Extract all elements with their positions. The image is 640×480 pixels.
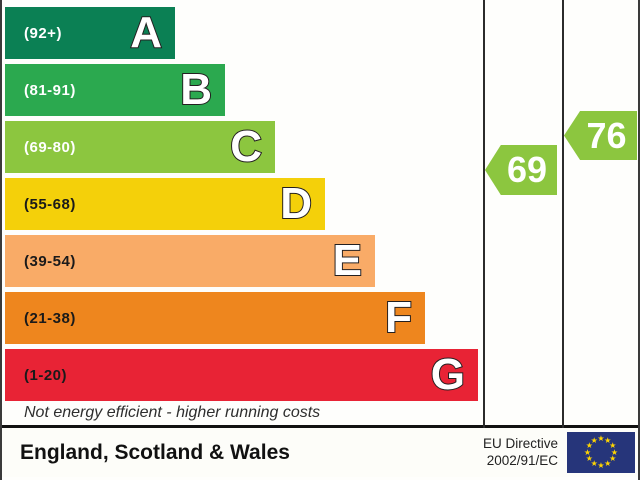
band-a: (92+) A — [5, 7, 175, 59]
band-c-letter: C — [229, 122, 263, 171]
band-g-range-label: (1-20) — [24, 366, 68, 384]
band-b: (81-91) B — [5, 64, 225, 116]
band-g: (1-20) G — [5, 349, 478, 401]
band-c-range-label: (69-80) — [24, 138, 76, 156]
band-a-range-label: (92+) — [24, 24, 62, 42]
band-b-letter: B — [179, 65, 213, 114]
band-d-letter: D — [279, 179, 313, 228]
potential-rating-arrow: 76 — [564, 111, 637, 160]
region-label: England, Scotland & Wales — [20, 440, 290, 464]
eu-directive-line1: EU Directive — [482, 435, 558, 451]
eu-flag-icon: ★ ★ ★ ★ ★ ★ ★ ★ ★ ★ ★ ★ — [567, 432, 635, 473]
current-column-divider — [483, 0, 485, 428]
eu-directive-line2: 2002/91/EC — [486, 452, 558, 468]
band-f-range-label: (21-38) — [24, 309, 76, 327]
eu-directive-label: EU Directive 2002/91/EC — [483, 436, 558, 470]
current-rating-arrow: 69 — [485, 145, 557, 195]
band-f-letter: F — [384, 293, 413, 342]
band-f: (21-38) F — [5, 292, 425, 344]
band-d-range-label: (55-68) — [24, 195, 76, 213]
current-rating-value: 69 — [506, 149, 548, 190]
band-g-letter: G — [430, 350, 466, 399]
not-energy-efficient-caption: Not energy efficient - higher running co… — [24, 404, 321, 421]
band-b-range-label: (81-91) — [24, 81, 76, 99]
band-e: (39-54) E — [5, 235, 375, 287]
band-d: (55-68) D — [5, 178, 325, 230]
footer-bar: England, Scotland & Wales EU Directive 2… — [2, 428, 638, 477]
band-e-letter: E — [332, 236, 363, 285]
band-a-letter: A — [129, 8, 163, 57]
band-c: (69-80) C — [5, 121, 275, 173]
rating-chart-area: (92+) A (81-91) B (69-80) C (55-68) D (3… — [2, 0, 638, 428]
potential-rating-value: 76 — [586, 114, 627, 156]
potential-column-divider — [562, 0, 564, 428]
band-e-range-label: (39-54) — [24, 252, 76, 270]
